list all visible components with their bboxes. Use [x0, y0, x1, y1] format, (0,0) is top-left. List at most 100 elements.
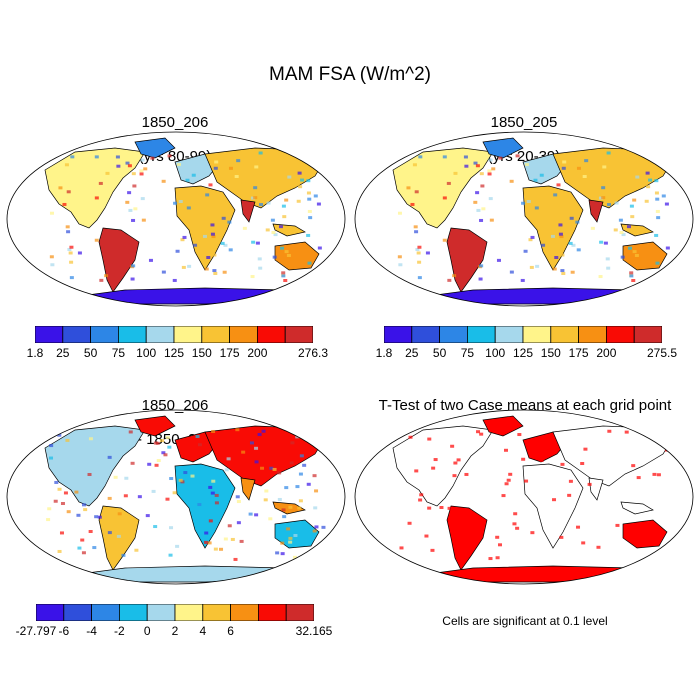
grid-cell: [418, 498, 423, 502]
grid-cell: [558, 223, 563, 227]
grid-cell: [626, 225, 631, 229]
grid-cell: [97, 515, 102, 519]
grid-cell: [289, 461, 294, 465]
grid-cell: [321, 525, 326, 529]
grid-cell: [254, 513, 259, 517]
colorbar-box: [173, 326, 203, 343]
grid-cell: [207, 541, 212, 545]
grid-cell: [397, 152, 402, 156]
grid-cell: [289, 257, 294, 261]
colorbar-tick-label: 125: [163, 346, 185, 360]
grid-cell: [46, 554, 51, 558]
grid-cell: [452, 274, 457, 278]
colorbar-tick-label: 1.8: [375, 346, 393, 360]
grid-cell: [87, 473, 92, 477]
grid-cell: [160, 439, 165, 443]
grid-cell: [57, 487, 62, 491]
grid-cell: [258, 266, 263, 270]
grid-cell: [63, 491, 68, 495]
grid-cell: [315, 268, 320, 272]
grid-cell: [140, 197, 145, 201]
grid-cell: [473, 200, 478, 204]
colorbar-boxes: [384, 326, 662, 343]
grid-cell: [464, 164, 469, 168]
grid-cell: [412, 163, 417, 167]
grid-cell: [180, 480, 185, 484]
grid-cell: [308, 216, 313, 220]
map-panel-bottom-right: [354, 409, 694, 585]
grid-cell: [115, 155, 120, 159]
grid-cell: [182, 235, 187, 239]
colorbar-box: [256, 326, 286, 343]
grid-cell: [629, 274, 634, 278]
grid-cell: [305, 154, 310, 158]
grid-cell: [253, 186, 258, 190]
grid-cell: [264, 489, 269, 493]
grid-cell: [317, 437, 322, 441]
colorbar-box: [633, 326, 662, 343]
grid-cell: [193, 243, 198, 247]
grid-cell: [560, 269, 565, 273]
grid-cell: [654, 233, 659, 237]
grid-cell: [259, 203, 264, 207]
land-region: [522, 463, 584, 549]
colorbar-tick-label: 150: [540, 346, 561, 360]
grid-cell: [151, 489, 156, 493]
grid-cell: [210, 491, 215, 495]
grid-cell: [49, 456, 54, 460]
grid-cell: [628, 246, 633, 250]
grid-cell: [599, 240, 604, 244]
grid-cell: [284, 198, 289, 202]
grid-cell: [176, 163, 181, 167]
grid-cell: [613, 228, 618, 232]
grid-cell: [253, 196, 258, 200]
panel-title-line1: 1850_205: [490, 114, 558, 131]
grid-cell: [416, 251, 421, 255]
grid-cell: [211, 479, 216, 483]
grid-cell: [131, 172, 136, 176]
grid-cell: [263, 498, 268, 502]
colorbar-tick-label: 32.165: [295, 624, 333, 638]
grid-cell: [312, 474, 317, 478]
grid-cell: [58, 186, 63, 190]
grid-cell: [116, 164, 121, 168]
grid-cell: [398, 263, 403, 267]
grid-cell: [123, 494, 128, 498]
colorbar-box: [230, 604, 259, 621]
grid-cell: [143, 167, 148, 171]
grid-cell: [515, 526, 520, 530]
grid-cell: [257, 433, 262, 437]
grid-cell: [257, 257, 262, 261]
grid-cell: [62, 202, 67, 206]
grid-cell: [488, 158, 493, 162]
grid-cell: [197, 443, 202, 447]
grid-cell: [288, 505, 293, 509]
grid-cell: [630, 215, 635, 219]
grid-cell: [139, 169, 144, 173]
grid-cell: [427, 437, 432, 441]
grid-cell: [248, 512, 253, 516]
grid-cell: [576, 525, 581, 529]
grid-cell: [185, 178, 190, 182]
grid-cell: [173, 201, 178, 205]
grid-cell: [581, 541, 586, 545]
land-region: [588, 477, 604, 501]
grid-cell: [503, 448, 508, 452]
grid-cell: [605, 257, 610, 261]
colorbar-box: [62, 326, 91, 343]
grid-cell: [280, 552, 285, 556]
grid-cell: [273, 233, 278, 237]
land-region: [64, 565, 306, 583]
grid-cell: [495, 535, 500, 539]
grid-cell: [76, 513, 81, 517]
land-region: [622, 519, 668, 549]
grid-cell: [475, 191, 480, 195]
map-panel-top-right: [354, 131, 694, 307]
grid-cell: [656, 473, 661, 477]
grid-cell: [187, 264, 192, 268]
grid-cell: [64, 163, 69, 167]
grid-cell: [606, 151, 611, 155]
grid-cell: [509, 179, 514, 183]
grid-cell: [104, 274, 109, 278]
grid-cell: [213, 166, 218, 170]
